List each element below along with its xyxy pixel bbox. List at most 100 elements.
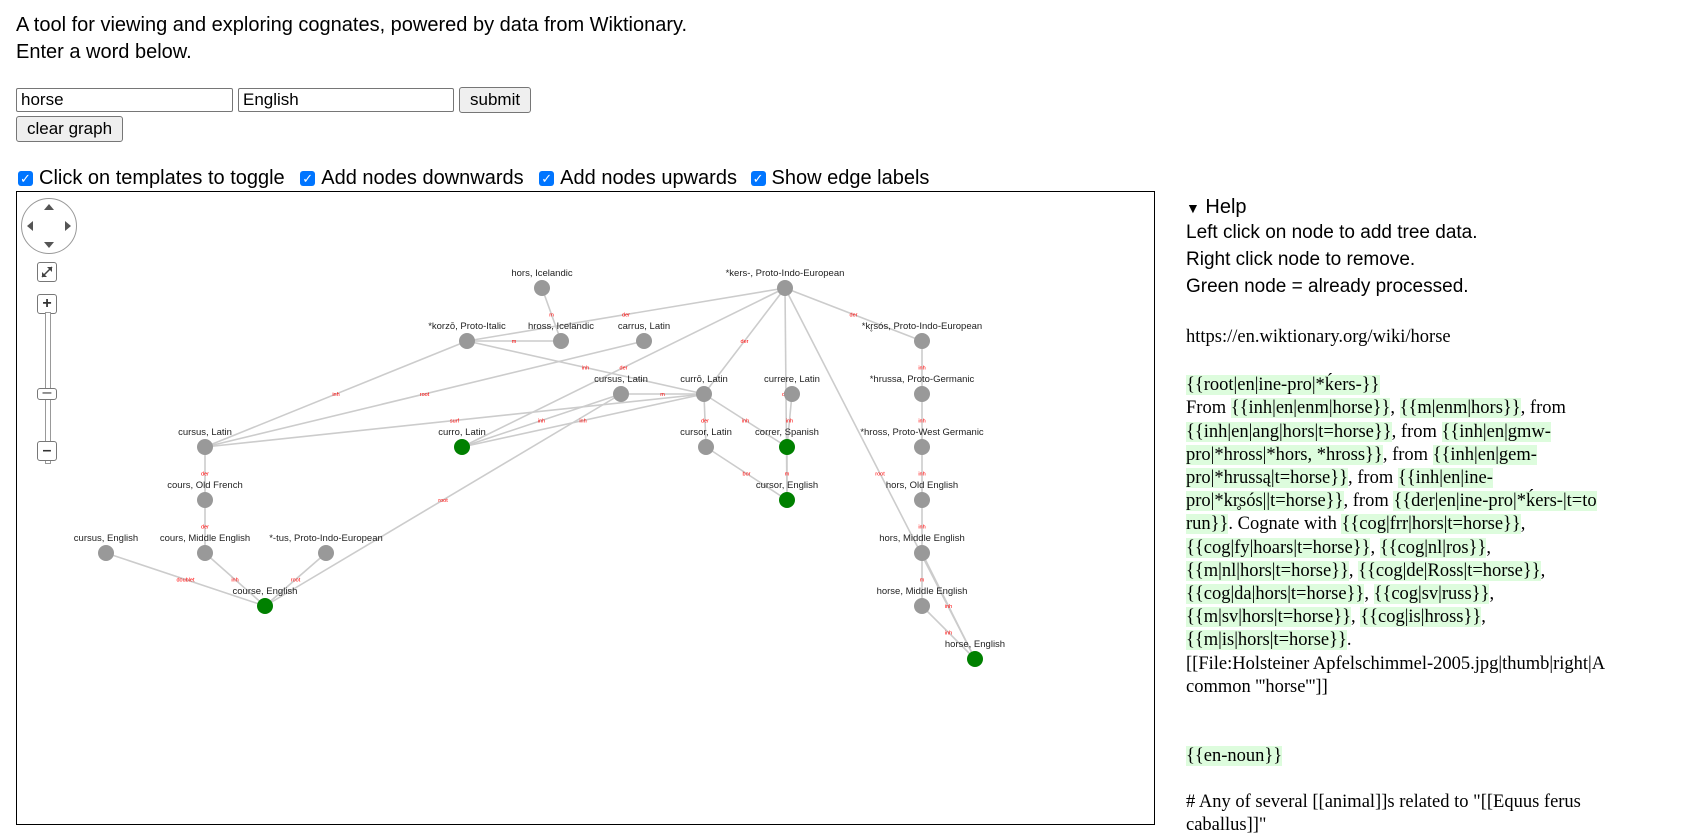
help-line: Right click node to remove. bbox=[1186, 249, 1416, 270]
graph-node[interactable] bbox=[914, 439, 930, 455]
template-toggle[interactable]: {{inh|en|ang|hors|t=horse}} bbox=[1186, 421, 1392, 442]
graph-edge bbox=[264, 393, 622, 607]
graph-node[interactable] bbox=[197, 492, 213, 508]
pan-arrows-icon bbox=[27, 204, 71, 248]
graph-edge bbox=[466, 340, 705, 395]
intro-line-1: A tool for viewing and exploring cognate… bbox=[16, 14, 688, 36]
graph-node[interactable] bbox=[257, 598, 273, 614]
graph-node[interactable] bbox=[779, 439, 795, 455]
graph-node[interactable] bbox=[967, 651, 983, 667]
template-toggle[interactable]: {{cog|sv|russ}} bbox=[1373, 584, 1490, 605]
plain-text: , bbox=[1350, 607, 1361, 628]
edge-label: inh bbox=[918, 472, 925, 478]
fit-view-button[interactable] bbox=[37, 262, 57, 282]
graph-node[interactable] bbox=[98, 545, 114, 561]
checkbox-toggle-templates[interactable]: ✓ bbox=[18, 171, 33, 186]
template-toggle[interactable]: {{inh|en|enm|horse}} bbox=[1230, 398, 1391, 419]
template-toggle[interactable]: {{m|sv|hors|t=horse}} bbox=[1186, 607, 1351, 628]
graph-node[interactable] bbox=[636, 333, 652, 349]
word-input[interactable] bbox=[16, 88, 233, 112]
template-toggle[interactable]: {{cog|da|hors|t=horse}} bbox=[1186, 584, 1365, 605]
graph-node[interactable] bbox=[914, 492, 930, 508]
plain-text: . Cognate with bbox=[1228, 514, 1342, 535]
edge-label: root bbox=[420, 392, 430, 398]
graph-node[interactable] bbox=[197, 545, 213, 561]
graph-canvas[interactable]: + – – mderderderderderrootinhinhmrootinh… bbox=[16, 191, 1155, 825]
graph-edge bbox=[784, 287, 923, 342]
template-toggle[interactable]: {{cog|nl|ros}} bbox=[1379, 537, 1487, 558]
graph-node[interactable] bbox=[779, 492, 795, 508]
edge-label: m bbox=[785, 472, 790, 478]
template-toggle[interactable]: {{m|enm|hors}} bbox=[1399, 398, 1521, 419]
graph-edge bbox=[204, 393, 705, 448]
plain-text: , bbox=[1364, 584, 1374, 605]
checkbox-add-upwards[interactable]: ✓ bbox=[539, 171, 555, 186]
clear-graph-button[interactable]: clear graph bbox=[16, 116, 124, 142]
option-toggle-templates[interactable]: ✓ Click on templates to toggle bbox=[18, 167, 285, 190]
graph-node[interactable] bbox=[197, 439, 213, 455]
language-input[interactable] bbox=[238, 88, 454, 112]
cognate-graph[interactable]: m der der der der der root inh inh m root inh inh roo… bbox=[17, 192, 1154, 824]
template-toggle[interactable]: {{m|is|hors|t=horse}} bbox=[1186, 630, 1347, 651]
graph-edge bbox=[703, 287, 786, 395]
file-link-text: [[File:Holsteiner Apfelschimmel-2005.jpg… bbox=[1186, 653, 1605, 697]
edge-label: der bbox=[850, 313, 858, 319]
plain-text: , bbox=[1481, 607, 1486, 628]
checkbox-edge-labels[interactable]: ✓ bbox=[750, 171, 766, 186]
graph-node[interactable] bbox=[534, 280, 550, 296]
plain-text: , from bbox=[1520, 398, 1566, 419]
graph-node[interactable] bbox=[698, 439, 714, 455]
option-add-upwards[interactable]: ✓ Add nodes upwards bbox=[539, 167, 737, 190]
edge-label: bor bbox=[743, 472, 751, 478]
pan-control[interactable] bbox=[21, 198, 77, 254]
edge-label: der bbox=[622, 313, 630, 319]
node-label: hors, Icelandic bbox=[511, 268, 573, 279]
graph-node[interactable] bbox=[784, 386, 800, 402]
graph-node[interactable] bbox=[613, 386, 629, 402]
edge-label: der bbox=[741, 339, 749, 345]
edge-label: inh bbox=[918, 419, 925, 425]
edge-label: root bbox=[875, 472, 885, 478]
graph-edge bbox=[204, 340, 645, 448]
zoom-out-button[interactable]: – bbox=[37, 441, 57, 461]
node-label: hors, Middle English bbox=[879, 533, 965, 544]
template-toggle[interactable]: {{cog|de|Ross|t=horse}} bbox=[1358, 560, 1541, 581]
node-label: *hrussa, Proto-Germanic bbox=[870, 374, 975, 385]
graph-node[interactable] bbox=[914, 386, 930, 402]
node-label: *korzō, Proto-Italic bbox=[428, 321, 506, 332]
graph-node[interactable] bbox=[914, 545, 930, 561]
plain-text: , bbox=[1540, 560, 1546, 581]
template-toggle[interactable]: {{m|nl|hors|t=horse}} bbox=[1186, 560, 1349, 581]
plain-text: , from bbox=[1343, 491, 1394, 512]
edge-label: inh bbox=[332, 392, 339, 398]
option-add-downwards[interactable]: ✓ Add nodes downwards bbox=[300, 167, 524, 190]
graph-node[interactable] bbox=[553, 333, 569, 349]
graph-node[interactable] bbox=[318, 545, 334, 561]
graph-node[interactable] bbox=[777, 280, 793, 296]
template-toggle[interactable]: {{cog|is|hross}} bbox=[1360, 607, 1482, 628]
plain-text: , bbox=[1348, 560, 1359, 581]
graph-node[interactable] bbox=[696, 386, 712, 402]
graph-edge bbox=[204, 552, 266, 607]
template-toggle[interactable]: {{cog|frr|hors|t=horse}} bbox=[1341, 514, 1521, 535]
checkbox-add-downwards[interactable]: ✓ bbox=[300, 171, 316, 186]
node-label: currō, Latin bbox=[680, 374, 728, 385]
graph-node[interactable] bbox=[459, 333, 475, 349]
graph-node[interactable] bbox=[914, 333, 930, 349]
template-toggle[interactable]: {{root|en|ine-pro|*ḱers-}} bbox=[1186, 375, 1380, 396]
template-toggle[interactable]: {{cog|fy|hoars|t=horse}} bbox=[1186, 537, 1371, 558]
wiktionary-url[interactable]: https://en.wiktionary.org/wiki/horse bbox=[1186, 327, 1451, 347]
plain-text: , from bbox=[1348, 468, 1398, 489]
template-toggle[interactable]: {{en-noun}} bbox=[1186, 746, 1283, 767]
help-toggle[interactable]: ▼ Help bbox=[1186, 196, 1606, 219]
option-label: Click on templates to toggle bbox=[39, 167, 285, 189]
graph-node[interactable] bbox=[914, 598, 930, 614]
option-edge-labels[interactable]: ✓ Show edge labels bbox=[750, 167, 929, 190]
node-label: curro, Latin bbox=[438, 427, 486, 438]
plain-text: , bbox=[1370, 537, 1380, 558]
edge-label: inh bbox=[786, 419, 793, 425]
node-label: cursor, Latin bbox=[680, 427, 732, 438]
zoom-slider-handle[interactable]: – bbox=[37, 385, 57, 401]
submit-button[interactable]: submit bbox=[459, 87, 532, 113]
graph-node[interactable] bbox=[454, 439, 470, 455]
